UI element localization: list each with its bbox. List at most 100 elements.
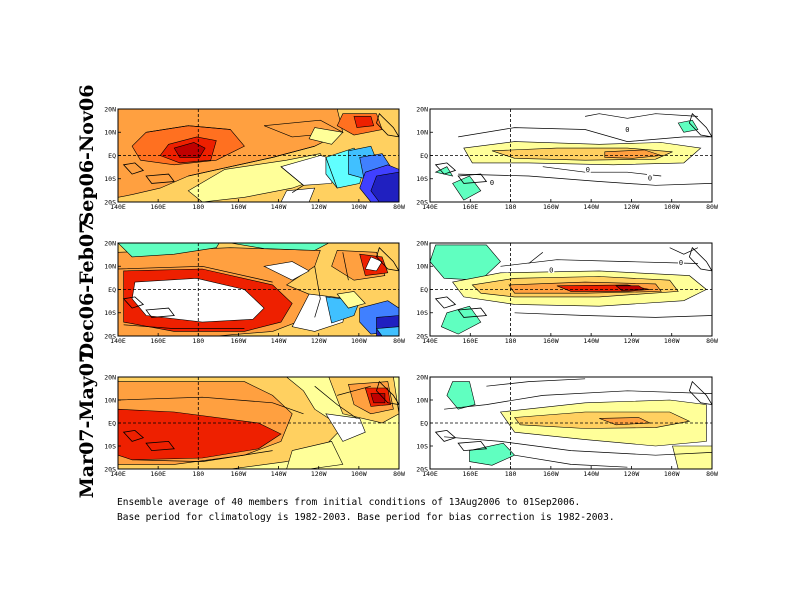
contour-line [458,173,712,186]
contour-label: 0 [625,126,629,134]
shaded-region [118,408,282,461]
x-tick-label: 120W [311,203,327,211]
contour-label: 0 [586,166,590,174]
y-tick-label: 20N [416,105,428,113]
coastline [688,246,712,272]
y-tick-label: 20N [104,373,116,381]
contour-line [188,145,315,177]
y-tick-label: EQ [420,286,428,294]
coastline [434,429,457,442]
shaded-region [375,326,399,336]
contour-line [528,252,544,264]
x-tick-label: 140W [271,470,287,478]
x-tick-label: 160W [231,470,247,478]
shaded-region [325,413,366,442]
shaded-region [604,149,662,159]
x-tick-label: 100W [351,470,367,478]
shaded-region [370,393,386,404]
y-tick-label: 10S [104,309,116,317]
y-tick-label: 20S [104,198,116,206]
contour-line [500,259,698,267]
y-tick-label: 20N [104,105,116,113]
shaded-region [230,243,329,251]
x-tick-label: 100W [664,337,680,345]
contour-line [325,157,338,189]
x-tick-label: 100W [664,203,680,211]
shaded-region [370,171,399,202]
x-tick-label: 160E [462,203,478,211]
coastline [145,173,175,184]
caption-line-2: Base period for climatology is 1982-2003… [117,512,615,523]
contour-line [444,436,712,456]
x-tick-label: 180 [505,203,517,211]
coastline [457,440,488,452]
x-tick-label: 100W [351,203,367,211]
y-tick-label: 20S [104,332,116,340]
contour-label-bg [584,165,591,173]
contour-line [118,265,273,283]
contour-label-bg [489,178,496,186]
contour-line [669,247,699,255]
contour-line [342,252,349,281]
map-panel: 140E 160E 180 160W 140W 120W 100W 80W 20N 10N EQ 10… [104,239,405,345]
shaded-region [672,445,712,469]
coastline [434,162,457,175]
coastline [122,162,145,175]
x-tick-label: 80W [393,470,405,478]
contour-line [123,324,245,329]
map-panel: 140E 160E 180 160W 140W 120W 100W 80W 20N 10N EQ 10… [104,105,405,211]
y-tick-label: 10S [104,442,116,450]
contour-line [337,385,371,396]
x-tick-label: 160E [150,203,166,211]
x-tick-label: 160W [543,203,559,211]
coastline [688,380,712,406]
coastline [376,112,399,138]
map-panel: 0 0 0 0 140E 160E 180 160W 140W 120W 100W 80W 20N 10N… [416,105,718,211]
x-tick-label: 140W [583,203,599,211]
coastline [122,296,145,309]
field-layer [118,243,399,336]
contour-line [314,385,358,419]
y-tick-label: EQ [420,152,428,160]
shaded-region [469,442,516,466]
coastline [145,307,175,318]
contour-line [146,125,231,133]
x-tick-label: 140E [110,470,126,478]
y-tick-label: EQ [420,419,428,427]
shaded-region [514,411,691,429]
row-label: Sep06-Nov06 [76,85,98,226]
contour-label-bg [548,265,555,273]
y-tick-label: 20N [104,239,116,247]
x-tick-label: 100W [351,337,367,345]
contour-line [486,378,586,387]
x-tick-label: 140W [583,337,599,345]
row-label: Dec06-Feb07 [76,221,98,360]
x-tick-label: 140E [110,337,126,345]
x-tick-label: 80W [706,203,718,211]
map-panel: 140E 160E 180 160W 140W 120W 100W 80W 20N 10N EQ 10… [104,373,405,478]
contour-label: 0 [549,266,553,274]
coastline [145,440,175,452]
y-tick-label: 20S [416,465,428,473]
shaded-region [440,305,482,335]
x-tick-label: 120W [311,470,327,478]
x-tick-label: 180 [192,203,204,211]
contour-line [542,166,662,177]
x-tick-label: 140E [422,470,438,478]
contour-line [514,312,712,318]
x-tick-label: 120W [624,470,640,478]
x-tick-label: 120W [624,337,640,345]
caption-line-1: Ensemble average of 40 members from init… [117,497,581,508]
map-panel: 140E 160E 180 160W 140W 120W 100W 80W 20N 10N EQ 10… [416,373,718,478]
contour-line [118,396,304,415]
contour-line [514,454,628,468]
coastline [457,307,488,318]
y-tick-label: 10S [104,175,116,183]
x-tick-label: 180 [192,470,204,478]
shaded-region [286,441,344,469]
contour-line [314,266,321,318]
shaded-region [118,243,220,258]
contour-line [280,166,305,193]
x-tick-label: 120W [624,203,640,211]
